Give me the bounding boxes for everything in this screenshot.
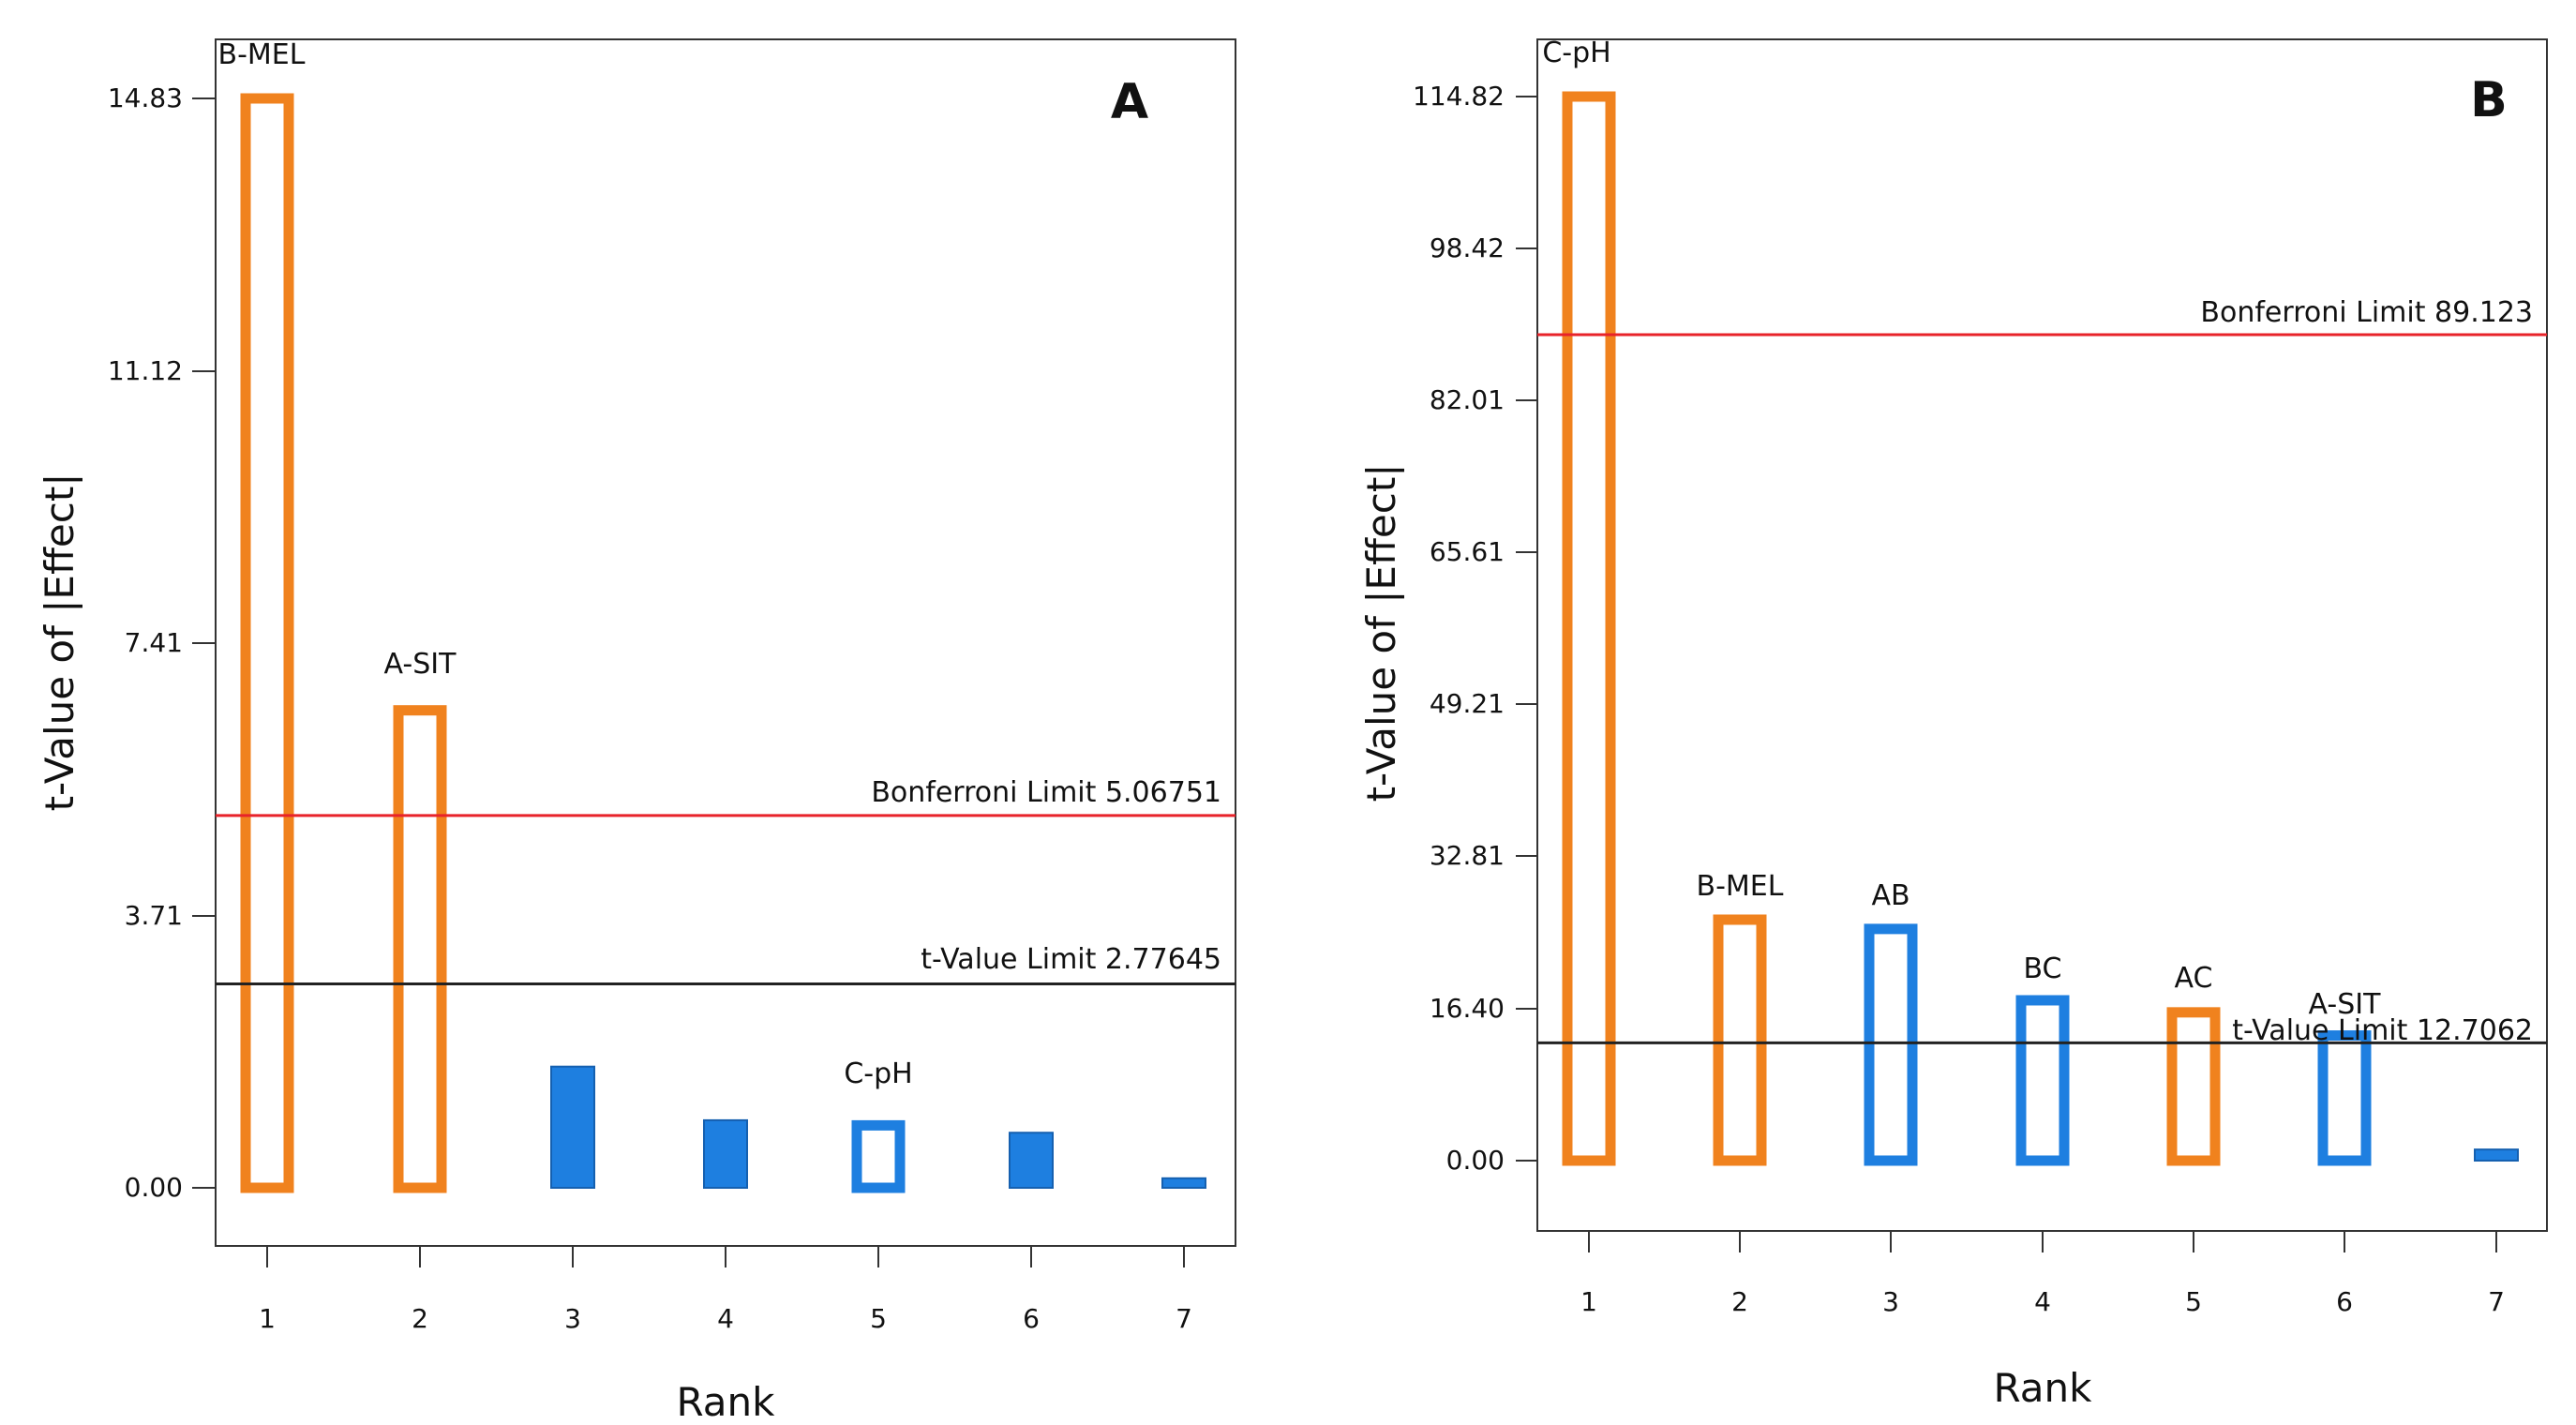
panel-a-y-axis: 14.83 11.12 7.41 3.71 0.00	[108, 82, 216, 1203]
panel-a-bars	[240, 93, 1206, 1193]
panel-b-bar-rank-2	[1713, 914, 1767, 1166]
panel-b-t-value-limit-label: t-Value Limit 12.7062	[2232, 1014, 2533, 1047]
panel-b-y-axis-title: t-Value of |Effect|	[1358, 464, 1404, 802]
panel-a-bar-rank-6	[1009, 1132, 1054, 1190]
panel-b-y-tick-label: 82.01	[1430, 384, 1505, 415]
panel-b-y-tick-label: 65.61	[1430, 536, 1505, 567]
panel-a-letter: A	[1111, 74, 1148, 130]
panel-b-y-axis: 114.82 98.42 82.01 65.61 49.21 32.81 16.…	[1413, 81, 1537, 1176]
panel-b-bar-label-b-mel: B-MEL	[1697, 870, 1784, 903]
panel-a-t-value-limit-label: t-Value Limit 2.77645	[921, 943, 1221, 976]
panel-a-y-tick-label: 0.00	[125, 1172, 183, 1203]
panel-b-bonferroni-limit-label: Bonferroni Limit 89.123	[2200, 296, 2533, 329]
panel-a-bar-rank-1	[240, 93, 294, 1193]
panel-b-bar-label-a-sit: A-SIT	[2309, 988, 2382, 1021]
panel-b-bar-label-c-ph: C-pH	[1542, 37, 1610, 69]
panel-b-x-tick-label: 7	[2488, 1286, 2505, 1317]
panel-b-x-tick-label: 2	[1731, 1286, 1748, 1317]
panel-a-y-tick-label: 3.71	[125, 900, 183, 931]
panel-b-bars	[1562, 91, 2519, 1166]
panel-a-bar-label-b-mel: B-MEL	[218, 38, 306, 71]
panel-b-bar-rank-6	[2317, 1030, 2372, 1166]
panel-b-y-tick-label: 114.82	[1413, 81, 1505, 112]
panel-a-x-axis-title: Rank	[677, 1379, 776, 1425]
panel-a-x-axis: 1 2 3 4 5 6 7	[259, 1246, 1192, 1334]
panel-a-x-tick-label: 3	[564, 1303, 581, 1334]
panel-b-y-tick-label: 49.21	[1430, 688, 1505, 719]
panel-b-bar-rank-3	[1864, 923, 1918, 1166]
panel-a-bar-rank-5	[851, 1119, 906, 1193]
panel-b-x-axis: 1 2 3 4 5 6 7	[1580, 1231, 2505, 1317]
panel-a-y-tick-label: 7.41	[125, 627, 183, 658]
panel-b-y-tick-label: 98.42	[1430, 232, 1505, 263]
panel-b-bar-rank-7	[2474, 1148, 2519, 1162]
panel-a-bar-rank-4	[703, 1118, 748, 1190]
panel-a-bar-label-a-sit: A-SIT	[384, 648, 457, 681]
panel-a-x-tick-label: 5	[870, 1303, 887, 1334]
panel-a-x-tick-label: 4	[717, 1303, 734, 1334]
panel-b-bar-rank-4	[2015, 995, 2070, 1166]
panel-b-x-tick-label: 6	[2336, 1286, 2353, 1317]
panel-a-bar-rank-2	[393, 705, 447, 1193]
panel-a-y-tick-label: 11.12	[108, 355, 183, 386]
panel-b: 114.82 98.42 82.01 65.61 49.21 32.81 16.…	[1358, 37, 2548, 1411]
panel-b-x-tick-label: 3	[1882, 1286, 1899, 1317]
panel-a: 14.83 11.12 7.41 3.71 0.00 1 2 3 4 5 6 7	[37, 38, 1236, 1425]
panel-b-bar-label-ac: AC	[2175, 962, 2213, 995]
panel-b-x-tick-label: 4	[2034, 1286, 2051, 1317]
panel-a-x-tick-label: 1	[259, 1303, 276, 1334]
panel-a-bar-rank-3	[550, 1065, 595, 1189]
panel-a-x-tick-label: 2	[412, 1303, 428, 1334]
panel-b-x-tick-label: 5	[2185, 1286, 2202, 1317]
panel-a-y-tick-label: 14.83	[108, 82, 183, 113]
panel-b-bar-label-ab: AB	[1871, 879, 1910, 912]
panel-a-y-axis-title: t-Value of |Effect|	[37, 473, 82, 812]
panel-a-bar-label-c-ph: C-pH	[844, 1058, 912, 1090]
panel-b-letter: B	[2470, 72, 2508, 128]
panel-b-bar-rank-1	[1562, 91, 1616, 1166]
panel-b-bar-label-bc: BC	[2023, 952, 2061, 985]
panel-a-bonferroni-limit-label: Bonferroni Limit 5.06751	[871, 776, 1221, 809]
panel-b-y-tick-label: 0.00	[1446, 1145, 1505, 1176]
panel-a-bar-rank-7	[1161, 1177, 1206, 1189]
panel-b-x-tick-label: 1	[1580, 1286, 1597, 1317]
panel-b-bar-rank-5	[2166, 1007, 2221, 1166]
panel-b-x-axis-title: Rank	[1994, 1365, 2093, 1411]
panel-a-x-tick-label: 6	[1023, 1303, 1040, 1334]
panel-b-y-tick-label: 32.81	[1430, 840, 1505, 871]
panel-a-plot-frame	[215, 38, 1236, 1247]
panel-a-x-tick-label: 7	[1176, 1303, 1192, 1334]
panel-b-y-tick-label: 16.40	[1430, 993, 1505, 1024]
